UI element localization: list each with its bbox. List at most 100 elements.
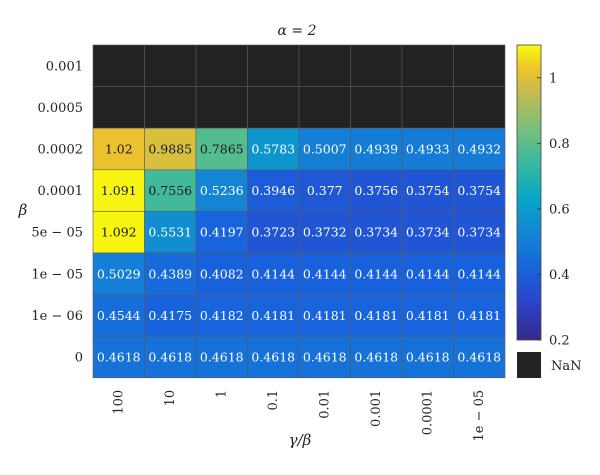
colorbar-tick-label: 0.4 <box>549 268 570 283</box>
cell-value-label: 0.5236 <box>200 183 244 198</box>
x-axis-label: γ/β <box>289 431 312 449</box>
heatmap-cell <box>92 252 145 295</box>
heatmap-cell <box>195 127 248 171</box>
heatmap-cell <box>298 335 351 379</box>
nan-label: NaN <box>551 359 582 374</box>
x-tick-labels: 100 10 1 0.1 0.01 0.001 0.0001 1e − 05 <box>112 390 488 442</box>
heatmap-cell <box>195 335 248 379</box>
y-tick-labels: 0.001 0.0005 0.0002 0.0001 5e − 05 1e − 05 1e … <box>31 59 83 365</box>
cell-value-label: 0.3723 <box>251 225 295 240</box>
cell-value-label: 0.4182 <box>200 308 244 323</box>
nan-swatch <box>517 352 541 378</box>
cell-value-label: 0.3946 <box>251 183 295 198</box>
cell-value-label: 0.5783 <box>251 142 295 157</box>
heatmap-cell <box>92 127 145 171</box>
heatmap-cell-nan <box>298 86 351 129</box>
cell-value-label: 0.3756 <box>354 183 398 198</box>
cell-value-label: 0.4181 <box>354 308 398 323</box>
colorbar-tick-label: 0.6 <box>549 202 570 217</box>
cell-value-label: 0.4181 <box>406 308 450 323</box>
x-tick-label: 1e − 05 <box>472 390 487 442</box>
colorbar-tick-label: 0.2 <box>549 334 570 349</box>
cell-value-label: 0.4618 <box>251 350 295 365</box>
cell-value-label: 0.377 <box>307 183 343 198</box>
heatmap-cell-nan <box>401 44 454 87</box>
cell-value-label: 0.3734 <box>457 225 501 240</box>
cell-value-label: 0.4181 <box>251 308 295 323</box>
cell-value-label: 1.091 <box>101 183 137 198</box>
cell-value-label: 0.4144 <box>457 266 501 281</box>
heatmap-cell-nan <box>195 44 248 87</box>
cell-value-label: 0.4544 <box>97 308 141 323</box>
heatmap-cell <box>401 252 454 295</box>
heatmap-cell <box>92 211 145 254</box>
y-axis-label: β <box>18 201 28 219</box>
colorbar-ticks: 0.2 0.4 0.6 0.8 1 <box>537 71 570 349</box>
cell-value-label: 0.7556 <box>148 183 192 198</box>
heatmap-cell <box>453 294 506 337</box>
heatmap-cell <box>401 335 454 379</box>
heatmap-cell <box>453 335 506 379</box>
heatmap-cell <box>350 127 403 171</box>
heatmap-cell <box>247 169 300 212</box>
y-tick-label: 0.001 <box>46 59 83 74</box>
heatmap-cell <box>247 211 300 254</box>
cell-value-label: 0.4939 <box>354 142 398 157</box>
heatmap-cell-nan <box>350 44 403 87</box>
cell-value-label: 0.5531 <box>148 225 192 240</box>
heatmap-cell <box>350 294 403 337</box>
cell-value-label: 0.3732 <box>303 225 347 240</box>
heatmap-cell <box>401 211 454 254</box>
cell-value-label: 0.4932 <box>457 142 501 157</box>
cell-value-label: 1.02 <box>105 142 133 157</box>
cell-value-label: 0.4144 <box>303 266 347 281</box>
cell-value-label: 0.4618 <box>200 350 244 365</box>
cell-value-label: 0.4618 <box>406 350 450 365</box>
heatmap-cell <box>453 127 506 171</box>
heatmap-cell-nan <box>247 86 300 129</box>
heatmap-cell <box>144 169 197 212</box>
cell-value-label: 0.4197 <box>200 225 244 240</box>
heatmap-cell-nan <box>144 44 197 87</box>
cell-value-label: 0.4181 <box>457 308 501 323</box>
heatmap-cell-nan <box>247 44 300 87</box>
y-tick-label: 0.0002 <box>38 143 84 158</box>
cell-value-label: 0.4389 <box>148 266 192 281</box>
heatmap-cell <box>144 127 197 171</box>
heatmap-cell-nan <box>92 44 145 87</box>
y-tick-label: 1e − 05 <box>31 267 83 282</box>
heatmap-cell <box>453 169 506 212</box>
cell-value-label: 0.4618 <box>457 350 501 365</box>
heatmap-cell-nan <box>350 86 403 129</box>
chart-title: α = 2 <box>278 23 317 39</box>
heatmap-cell <box>401 294 454 337</box>
heatmap-cell <box>247 127 300 171</box>
heatmap-cell <box>195 252 248 295</box>
heatmap-cell <box>298 211 351 254</box>
heatmap-cell <box>350 211 403 254</box>
heatmap-cell <box>144 335 197 379</box>
y-tick-label: 0.0001 <box>38 184 84 199</box>
heatmap-cell <box>350 169 403 212</box>
heatmap-cell <box>195 211 248 254</box>
heatmap-cell <box>298 169 351 212</box>
heatmap-cell-nan <box>144 86 197 129</box>
colorbar-tick-label: 1 <box>549 71 557 86</box>
y-tick-label: 1e − 06 <box>31 309 83 324</box>
heatmap-cell <box>298 294 351 337</box>
cell-value-label: 0.4618 <box>148 350 192 365</box>
colorbar-tick-label: 0.8 <box>549 137 570 152</box>
x-tick-label: 0.01 <box>318 390 333 419</box>
colorbar <box>516 44 542 341</box>
x-tick-label: 0.1 <box>266 390 281 411</box>
cell-value-label: 0.4618 <box>354 350 398 365</box>
cell-value-label: 0.4933 <box>406 142 450 157</box>
cell-value-label: 0.4181 <box>303 308 347 323</box>
y-tick-label: 5e − 05 <box>31 226 83 241</box>
cell-value-label: 0.4144 <box>354 266 398 281</box>
cell-value-label: 0.3754 <box>406 183 450 198</box>
heatmap-cell-nan <box>401 86 454 129</box>
y-tick-label: 0 <box>75 351 83 366</box>
x-tick-label: 0.001 <box>369 390 384 427</box>
